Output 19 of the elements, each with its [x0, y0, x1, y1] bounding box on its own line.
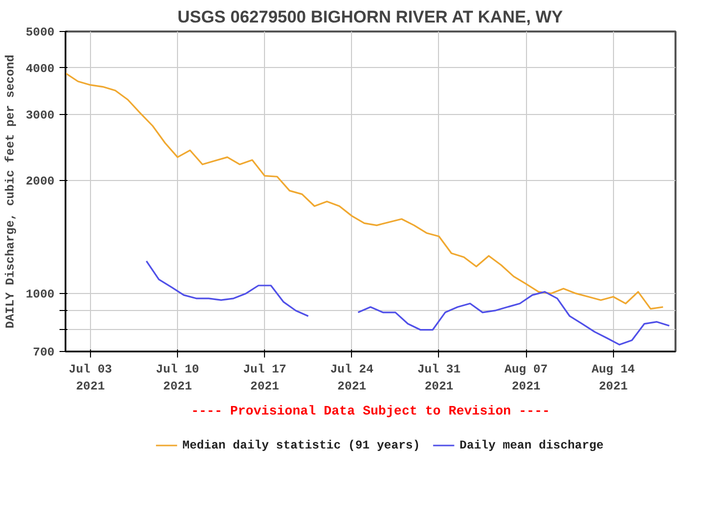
y-tick-label: 700: [32, 346, 55, 360]
y-tick-label: 4000: [26, 62, 55, 76]
x-tick-label: Jul 17 2021: [243, 362, 286, 394]
x-tick-label: Jul 10 2021: [156, 362, 200, 394]
y-tick-label: 2000: [26, 174, 55, 189]
y-axis-title: DAILY Discharge, cubic feet per second: [4, 54, 18, 328]
y-tick-label: 1000: [26, 287, 55, 302]
line-series: [66, 72, 664, 310]
x-tick-label: Jul 24 2021: [330, 362, 374, 394]
x-tick-label: Aug 14 2021: [592, 362, 635, 394]
x-tick-label: Jul 31 2021: [417, 362, 461, 394]
y-tick-label: 5000: [26, 26, 55, 40]
y-tick-label: 3000: [26, 108, 55, 123]
x-tick-label: Jul 03 2021: [68, 362, 112, 394]
legend-label: Daily mean discharge: [460, 438, 604, 452]
chart-title: USGS 06279500 BIGHORN RIVER AT KANE, WY: [177, 8, 564, 26]
text: ---- Provisional Data Subject to Revision ----: [191, 404, 550, 418]
legend-label: Median daily statistic (91 years): [182, 438, 420, 452]
x-tick-label: Aug 07 2021: [504, 362, 548, 394]
